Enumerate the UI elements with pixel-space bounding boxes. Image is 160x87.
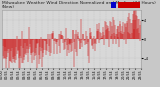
Text: Milwaukee Weather Wind Direction Normalized and Median (24 Hours) (New): Milwaukee Weather Wind Direction Normali… <box>2 1 155 9</box>
